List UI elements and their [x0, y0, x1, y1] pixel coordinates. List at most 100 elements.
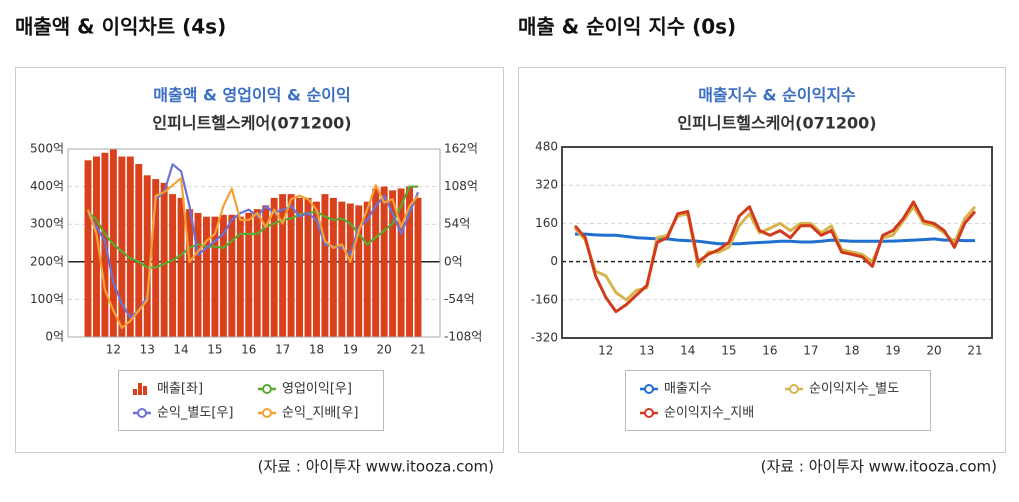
- bar: [355, 205, 363, 337]
- bar: [380, 186, 388, 337]
- bar: [135, 164, 143, 337]
- plot-frame: [561, 146, 993, 339]
- legend-label: 순이익지수_별도: [809, 382, 899, 397]
- x-tick-label: 13: [639, 344, 654, 358]
- bar: [236, 216, 244, 337]
- legend-label: 매출[좌]: [157, 382, 203, 397]
- bar: [321, 194, 329, 337]
- y-tick-label: 320: [535, 178, 558, 192]
- chart-subtitle: 인피니트헬스케어(071200): [152, 114, 351, 133]
- chart-title: 매출액 & 영업이익 & 순이익: [153, 86, 350, 105]
- y2-tick-label: 0억: [444, 254, 463, 268]
- bar: [152, 179, 160, 337]
- bar: [287, 194, 295, 337]
- legend-swatch: [644, 384, 654, 394]
- bar: [194, 212, 202, 337]
- bar: [219, 214, 227, 337]
- bar: [186, 209, 194, 337]
- legend-swatch: [137, 408, 147, 418]
- source: (자료 : 아이투자 www.itooza.com): [258, 458, 494, 476]
- bar: [84, 160, 92, 337]
- legend-box: [625, 370, 931, 431]
- x-tick-label: 20: [377, 343, 392, 357]
- x-tick-label: 19: [343, 343, 358, 357]
- bar: [253, 209, 261, 337]
- legend-swatch: [262, 408, 272, 418]
- x-tick-label: 16: [762, 344, 777, 358]
- bar: [245, 212, 253, 337]
- legend-label: 영업이익[우]: [282, 382, 352, 397]
- bar: [363, 201, 371, 337]
- chart-subtitle: 인피니트헬스케어(071200): [677, 114, 876, 133]
- legend-swatch: [262, 384, 272, 394]
- x-tick-label: 19: [885, 344, 900, 358]
- x-tick-label: 13: [140, 343, 155, 357]
- y-tick-label: 400억: [30, 179, 64, 193]
- legend-label: 순이익지수_지배: [664, 406, 754, 421]
- bar: [202, 216, 210, 337]
- bar: [126, 156, 134, 337]
- source: (자료 : 아이투자 www.itooza.com): [761, 458, 997, 476]
- x-tick-label: 21: [967, 344, 982, 358]
- bar: [406, 186, 414, 337]
- y-tick-label: -160: [531, 292, 558, 306]
- bar: [312, 201, 320, 337]
- y2-tick-label: 54억: [444, 217, 470, 231]
- x-tick-label: 15: [207, 343, 222, 357]
- legend-swatch: [644, 408, 654, 418]
- y-tick-label: 160: [535, 216, 558, 230]
- section-title: 매출 & 순이익 지수 (0s): [518, 15, 736, 39]
- x-tick-label: 17: [803, 344, 818, 358]
- y-tick-label: 200억: [30, 254, 64, 268]
- line: [573, 200, 977, 314]
- bar: [262, 205, 270, 337]
- y2-tick-label: -54억: [444, 292, 475, 306]
- y-tick-label: 500억: [30, 142, 64, 156]
- legend-label: 순익_지배[우]: [282, 406, 358, 421]
- x-tick-label: 14: [680, 344, 695, 358]
- x-tick-label: 14: [173, 343, 188, 357]
- legend-swatch: [138, 383, 142, 395]
- y2-tick-label: 162억: [444, 142, 478, 156]
- y-tick-label: -320: [531, 331, 558, 345]
- section-title: 매출액 & 이익차트 (4s): [15, 15, 226, 39]
- legend-swatch: [133, 389, 137, 395]
- x-tick-label: 12: [106, 343, 121, 357]
- bar: [304, 197, 312, 337]
- y-tick-label: 0: [550, 254, 558, 268]
- chart-title: 매출지수 & 순이익지수: [698, 86, 856, 105]
- y2-tick-label: 108억: [444, 179, 478, 193]
- bar: [346, 203, 354, 337]
- x-tick-label: 12: [598, 344, 613, 358]
- x-tick-label: 20: [926, 344, 941, 358]
- x-tick-label: 18: [309, 343, 324, 357]
- bar: [177, 197, 185, 337]
- line: [87, 185, 418, 269]
- bar: [296, 197, 304, 337]
- y2-tick-label: -108억: [444, 330, 482, 344]
- bar: [118, 156, 126, 337]
- bar: [329, 197, 337, 337]
- bar: [389, 190, 397, 337]
- y-tick-label: 480: [535, 140, 558, 154]
- x-tick-label: 17: [275, 343, 290, 357]
- x-tick-label: 21: [410, 343, 425, 357]
- bar: [397, 188, 405, 337]
- legend-label: 매출지수: [664, 382, 712, 397]
- legend-box: [118, 370, 384, 431]
- legend-label: 순익_별도[우]: [157, 406, 233, 421]
- bar: [143, 175, 151, 337]
- y-tick-label: 100억: [30, 292, 64, 306]
- plot-frame: [67, 148, 441, 338]
- line: [86, 177, 419, 329]
- legend-swatch: [789, 384, 799, 394]
- x-tick-label: 15: [721, 344, 736, 358]
- bar: [414, 197, 422, 337]
- x-tick-label: 16: [241, 343, 256, 357]
- bar: [228, 214, 236, 337]
- x-tick-label: 18: [844, 344, 859, 358]
- y-tick-label: 0억: [45, 330, 64, 344]
- line: [575, 232, 975, 246]
- legend-swatch: [143, 386, 147, 395]
